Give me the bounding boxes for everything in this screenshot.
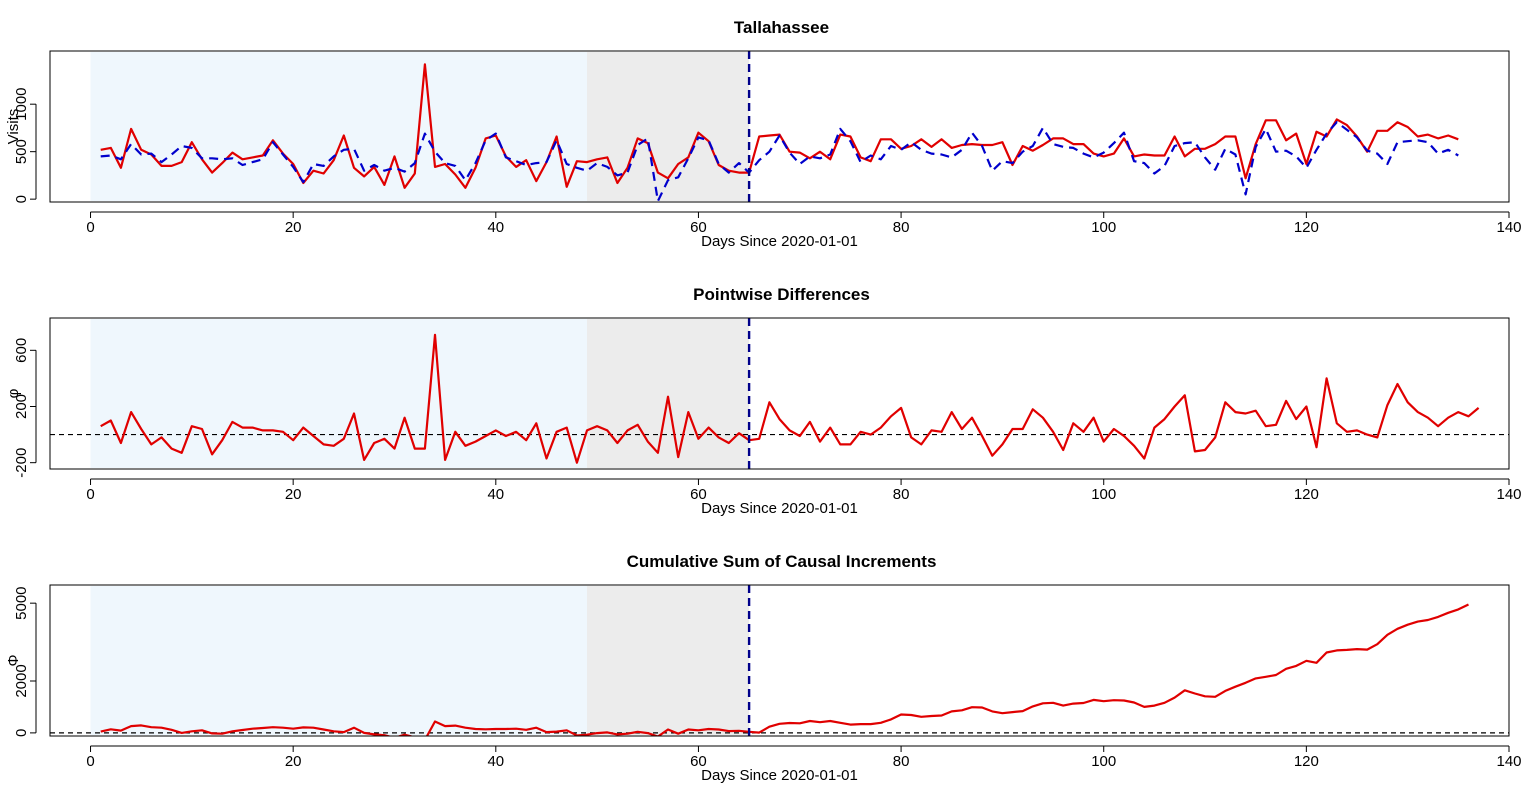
x-tick-label: 0 bbox=[86, 486, 94, 503]
plot-frame bbox=[49, 50, 1510, 203]
x-axis-label: Days Since 2020-01-01 bbox=[701, 233, 858, 250]
y-tick-label: 5000 bbox=[13, 586, 30, 619]
y-tick-label: 0 bbox=[13, 195, 30, 203]
x-tick-label: 0 bbox=[86, 753, 94, 770]
x-tick-label: 80 bbox=[893, 219, 910, 236]
panel-2: 0 20 40 60 80 100 120 140 -200 200 600 Pointwise Di… bbox=[5, 285, 1522, 517]
y-tick-label: 0 bbox=[13, 729, 30, 737]
chart-title: Cumulative Sum of Causal Increments bbox=[627, 552, 937, 571]
x-tick-label: 140 bbox=[1496, 219, 1521, 236]
y-axis-label: φ bbox=[5, 388, 22, 398]
series-group bbox=[100, 603, 1469, 736]
x-tick-label: 60 bbox=[690, 486, 707, 503]
x-tick-label: 60 bbox=[690, 219, 707, 236]
y-axis-label: Φ bbox=[5, 654, 22, 666]
chart-title: Pointwise Differences bbox=[693, 285, 870, 304]
holdout-period-region bbox=[586, 586, 750, 735]
pre-period-region bbox=[90, 52, 587, 201]
y-tick-label: 600 bbox=[13, 338, 30, 363]
panel-1: 0 20 40 60 80 100 120 140 0 500 1000 Tallahassee Day… bbox=[5, 18, 1522, 250]
x-tick-label: 20 bbox=[285, 486, 302, 503]
plot-frame bbox=[49, 584, 1510, 737]
x-tick-label: 80 bbox=[893, 753, 910, 770]
y-tick-label: 1000 bbox=[13, 87, 30, 120]
x-tick-label: 120 bbox=[1294, 486, 1319, 503]
x-tick-label: 100 bbox=[1091, 486, 1116, 503]
pre-period-region bbox=[90, 319, 587, 468]
x-tick-label: 40 bbox=[487, 753, 504, 770]
panel-3: 0 20 40 60 80 100 120 140 0 2000 5000 Cumulative Su… bbox=[5, 552, 1522, 784]
x-tick-label: 60 bbox=[690, 753, 707, 770]
x-tick-label: 40 bbox=[487, 486, 504, 503]
x-tick-label: 140 bbox=[1496, 486, 1521, 503]
counterfactual-series-line bbox=[100, 121, 1459, 202]
x-tick-label: 20 bbox=[285, 753, 302, 770]
y-axis-label: Visits bbox=[5, 109, 22, 145]
x-tick-label: 100 bbox=[1091, 753, 1116, 770]
y-tick-label: 500 bbox=[13, 139, 30, 164]
series-group bbox=[100, 333, 1480, 464]
observed-series-line bbox=[100, 603, 1469, 736]
x-tick-label: 20 bbox=[285, 219, 302, 236]
x-tick-label: 80 bbox=[893, 486, 910, 503]
chart-title: Tallahassee bbox=[734, 18, 829, 37]
x-tick-label: 140 bbox=[1496, 753, 1521, 770]
x-tick-label: 0 bbox=[86, 219, 94, 236]
x-tick-label: 40 bbox=[487, 219, 504, 236]
x-tick-label: 100 bbox=[1091, 219, 1116, 236]
x-axis-label: Days Since 2020-01-01 bbox=[701, 767, 858, 784]
series-group bbox=[100, 63, 1459, 202]
observed-series-line bbox=[100, 333, 1480, 464]
x-axis-label: Days Since 2020-01-01 bbox=[701, 500, 858, 517]
y-tick-label: 2000 bbox=[13, 664, 30, 697]
y-tick-label: -200 bbox=[13, 448, 30, 478]
x-tick-label: 120 bbox=[1294, 753, 1319, 770]
y-tick-label: 200 bbox=[13, 394, 30, 419]
plot-frame bbox=[49, 317, 1510, 470]
pre-period-region bbox=[90, 586, 587, 735]
x-tick-label: 120 bbox=[1294, 219, 1319, 236]
holdout-period-region bbox=[586, 319, 750, 468]
